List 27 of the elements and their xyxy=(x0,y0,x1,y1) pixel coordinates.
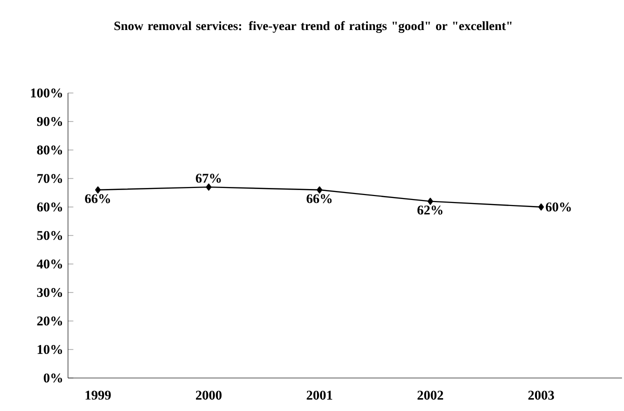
y-tick-label: 10% xyxy=(38,344,62,354)
y-tick-label: 0% xyxy=(44,373,62,383)
y-tick-label: 40% xyxy=(36,259,62,269)
y-tick-label: 50% xyxy=(37,230,62,240)
data-label: 62% xyxy=(417,206,442,215)
data-label: 60% xyxy=(546,202,571,212)
data-label: 66% xyxy=(306,194,332,204)
y-tick-label: 100% xyxy=(31,88,62,98)
point xyxy=(316,186,322,194)
point xyxy=(206,184,212,191)
chart-title: Snow removal services: five-year trend of ratings "good" or "excellent" xyxy=(114,21,512,33)
data-label: 66% xyxy=(85,194,110,204)
y-tick-label: 30% xyxy=(37,288,62,298)
point xyxy=(95,186,101,194)
x-tick-label: 2001 xyxy=(306,390,332,400)
y-tick-label: 70% xyxy=(37,174,62,184)
point xyxy=(428,198,434,205)
y-tick-label: 80% xyxy=(37,145,62,155)
x-tick-label: 2000 xyxy=(196,390,222,400)
point xyxy=(538,203,544,211)
y-tick-label: 20% xyxy=(37,316,62,326)
x-tick-label: 2003 xyxy=(528,390,554,400)
x-tick-label: 2002 xyxy=(418,390,444,400)
data-label: 67% xyxy=(196,174,221,183)
x-tick-label: 1999 xyxy=(86,390,111,400)
y-tick-label: 60% xyxy=(37,202,62,212)
y-tick-label: 90% xyxy=(36,116,62,126)
